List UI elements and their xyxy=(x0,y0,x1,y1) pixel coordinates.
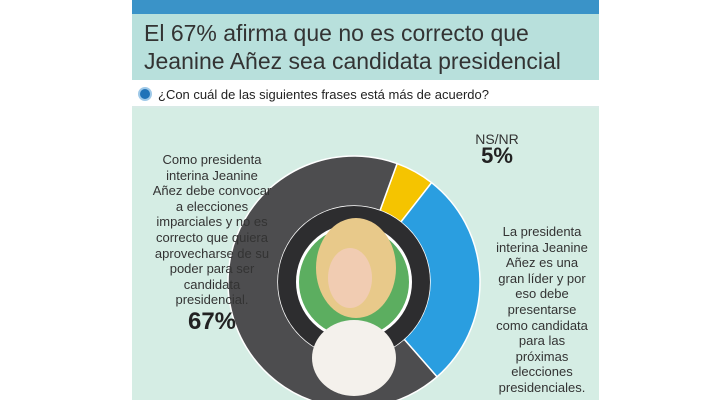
infographic: El 67% afirma que no es correcto que Jea… xyxy=(132,0,599,400)
label-no-correcto: Como presidenta interina Jeanine Añez de… xyxy=(152,152,272,335)
portrait-photo xyxy=(299,218,409,396)
donut-chart xyxy=(227,155,481,400)
donut-slices xyxy=(227,155,481,400)
headline: El 67% afirma que no es correcto que Jea… xyxy=(132,14,599,80)
question-text: ¿Con cuál de las siguientes frases está … xyxy=(158,86,489,102)
chart-panel: Como presidenta interina Jeanine Añez de… xyxy=(132,108,599,400)
question-bullet-icon xyxy=(138,87,152,101)
label-nsnr: NS/NR 5% xyxy=(457,131,537,168)
value-label-67: 67% xyxy=(187,307,237,335)
label-gran-lider-text: La presidenta interina Jeanine Añez es u… xyxy=(496,224,588,395)
top-color-strip xyxy=(132,0,599,14)
label-gran-lider: La presidenta interina Jeanine Añez es u… xyxy=(492,224,592,396)
label-no-correcto-text: Como presidenta interina Jeanine Añez de… xyxy=(152,152,272,308)
value-label-5: 5% xyxy=(481,142,513,168)
label-nsnr-text: NS/NR xyxy=(475,131,519,147)
question-row: ¿Con cuál de las siguientes frases está … xyxy=(132,82,599,108)
